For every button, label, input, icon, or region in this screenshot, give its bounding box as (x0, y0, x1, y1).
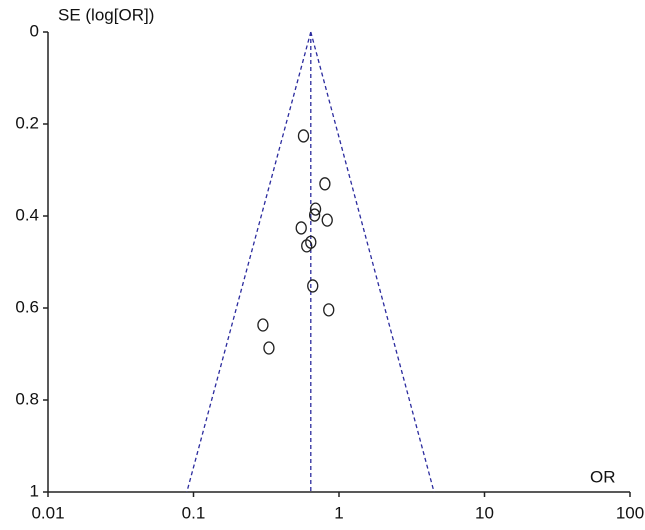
y-tick-label: 0.6 (15, 297, 39, 316)
y-tick-label: 1 (30, 481, 39, 500)
y-tick-label: 0.8 (15, 389, 39, 408)
x-tick-label: 10 (475, 503, 494, 522)
point (307, 279, 319, 293)
point (309, 202, 322, 216)
y-axis-label: SE (log[OR]) (58, 5, 154, 24)
point (308, 208, 321, 222)
y-tick-label: 0 (30, 21, 39, 40)
x-tick-label: 0.1 (182, 503, 206, 522)
point (319, 177, 331, 191)
x-axis-label: OR (590, 467, 616, 486)
point (301, 239, 313, 253)
x-tick-label: 0.01 (31, 503, 64, 522)
y-tick-label: 0.4 (15, 205, 39, 224)
x-tick-label: 100 (616, 503, 644, 522)
x-tick-label: 1 (334, 503, 343, 522)
point (323, 303, 335, 317)
point (297, 129, 310, 143)
y-tick-label: 0.2 (15, 113, 39, 132)
point (263, 341, 275, 355)
point (295, 221, 307, 235)
funnel-lower (186, 31, 312, 493)
point (321, 213, 333, 227)
point (257, 318, 269, 332)
funnel-upper (310, 31, 435, 493)
